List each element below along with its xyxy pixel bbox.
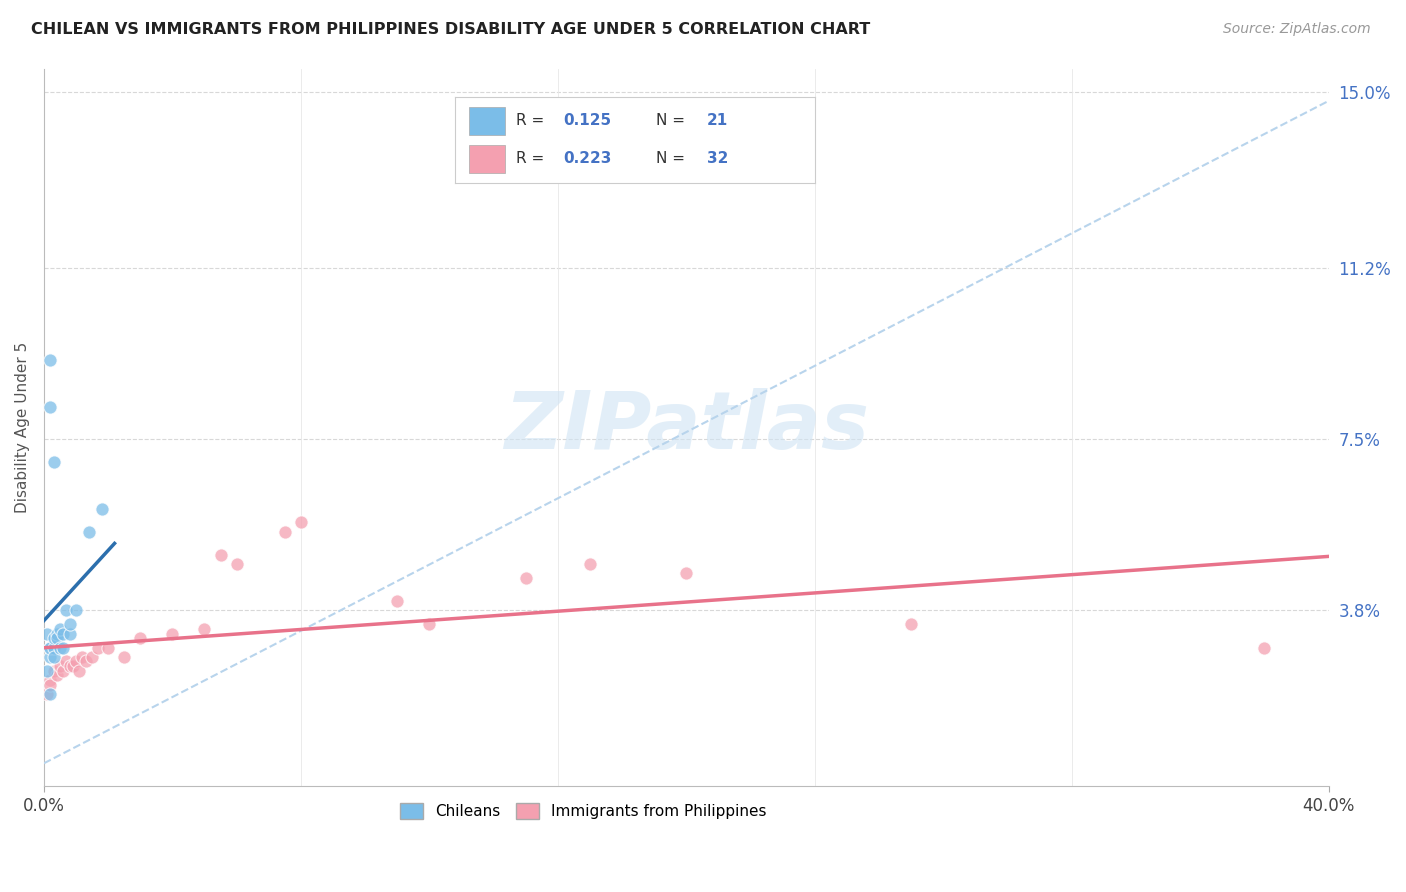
- Text: ZIPatlas: ZIPatlas: [503, 389, 869, 467]
- Point: [65, 603, 87, 617]
- Point: [52, 640, 75, 655]
- Point: [58, 617, 80, 632]
- Point: [42, 455, 65, 469]
- Point: [39, 687, 62, 701]
- Point: [418, 617, 440, 632]
- Point: [49, 640, 72, 655]
- Point: [39, 677, 62, 691]
- Point: [193, 622, 215, 636]
- Point: [39, 640, 62, 655]
- Point: [52, 664, 75, 678]
- Point: [58, 626, 80, 640]
- Point: [42, 640, 65, 655]
- Point: [225, 557, 247, 571]
- Point: [35, 664, 58, 678]
- Point: [39, 400, 62, 414]
- Point: [209, 548, 232, 562]
- Point: [97, 640, 120, 655]
- Point: [515, 571, 537, 585]
- Point: [385, 594, 408, 608]
- Point: [900, 617, 922, 632]
- Point: [55, 654, 77, 668]
- Point: [35, 687, 58, 701]
- Point: [45, 632, 67, 646]
- Legend: Chileans, Immigrants from Philippines: Chileans, Immigrants from Philippines: [394, 797, 773, 825]
- Point: [579, 557, 602, 571]
- Point: [39, 353, 62, 368]
- Point: [62, 659, 84, 673]
- Point: [45, 668, 67, 682]
- Point: [39, 649, 62, 664]
- Point: [67, 664, 90, 678]
- Point: [290, 516, 312, 530]
- Point: [90, 501, 112, 516]
- Point: [45, 626, 67, 640]
- Point: [49, 659, 72, 673]
- Point: [112, 649, 135, 664]
- Point: [675, 566, 697, 581]
- Point: [129, 632, 152, 646]
- Text: Source: ZipAtlas.com: Source: ZipAtlas.com: [1223, 22, 1371, 37]
- Point: [274, 524, 297, 539]
- Point: [42, 632, 65, 646]
- Point: [35, 626, 58, 640]
- Point: [39, 640, 62, 655]
- Point: [42, 649, 65, 664]
- Point: [1253, 640, 1275, 655]
- Point: [87, 640, 110, 655]
- Point: [162, 626, 184, 640]
- Point: [55, 603, 77, 617]
- Point: [65, 654, 87, 668]
- Point: [49, 622, 72, 636]
- Point: [72, 649, 94, 664]
- Y-axis label: Disability Age Under 5: Disability Age Under 5: [15, 342, 30, 513]
- Point: [80, 649, 103, 664]
- Point: [52, 626, 75, 640]
- Point: [58, 659, 80, 673]
- Point: [77, 524, 100, 539]
- Point: [42, 664, 65, 678]
- Point: [75, 654, 97, 668]
- Point: [39, 673, 62, 687]
- Text: CHILEAN VS IMMIGRANTS FROM PHILIPPINES DISABILITY AGE UNDER 5 CORRELATION CHART: CHILEAN VS IMMIGRANTS FROM PHILIPPINES D…: [31, 22, 870, 37]
